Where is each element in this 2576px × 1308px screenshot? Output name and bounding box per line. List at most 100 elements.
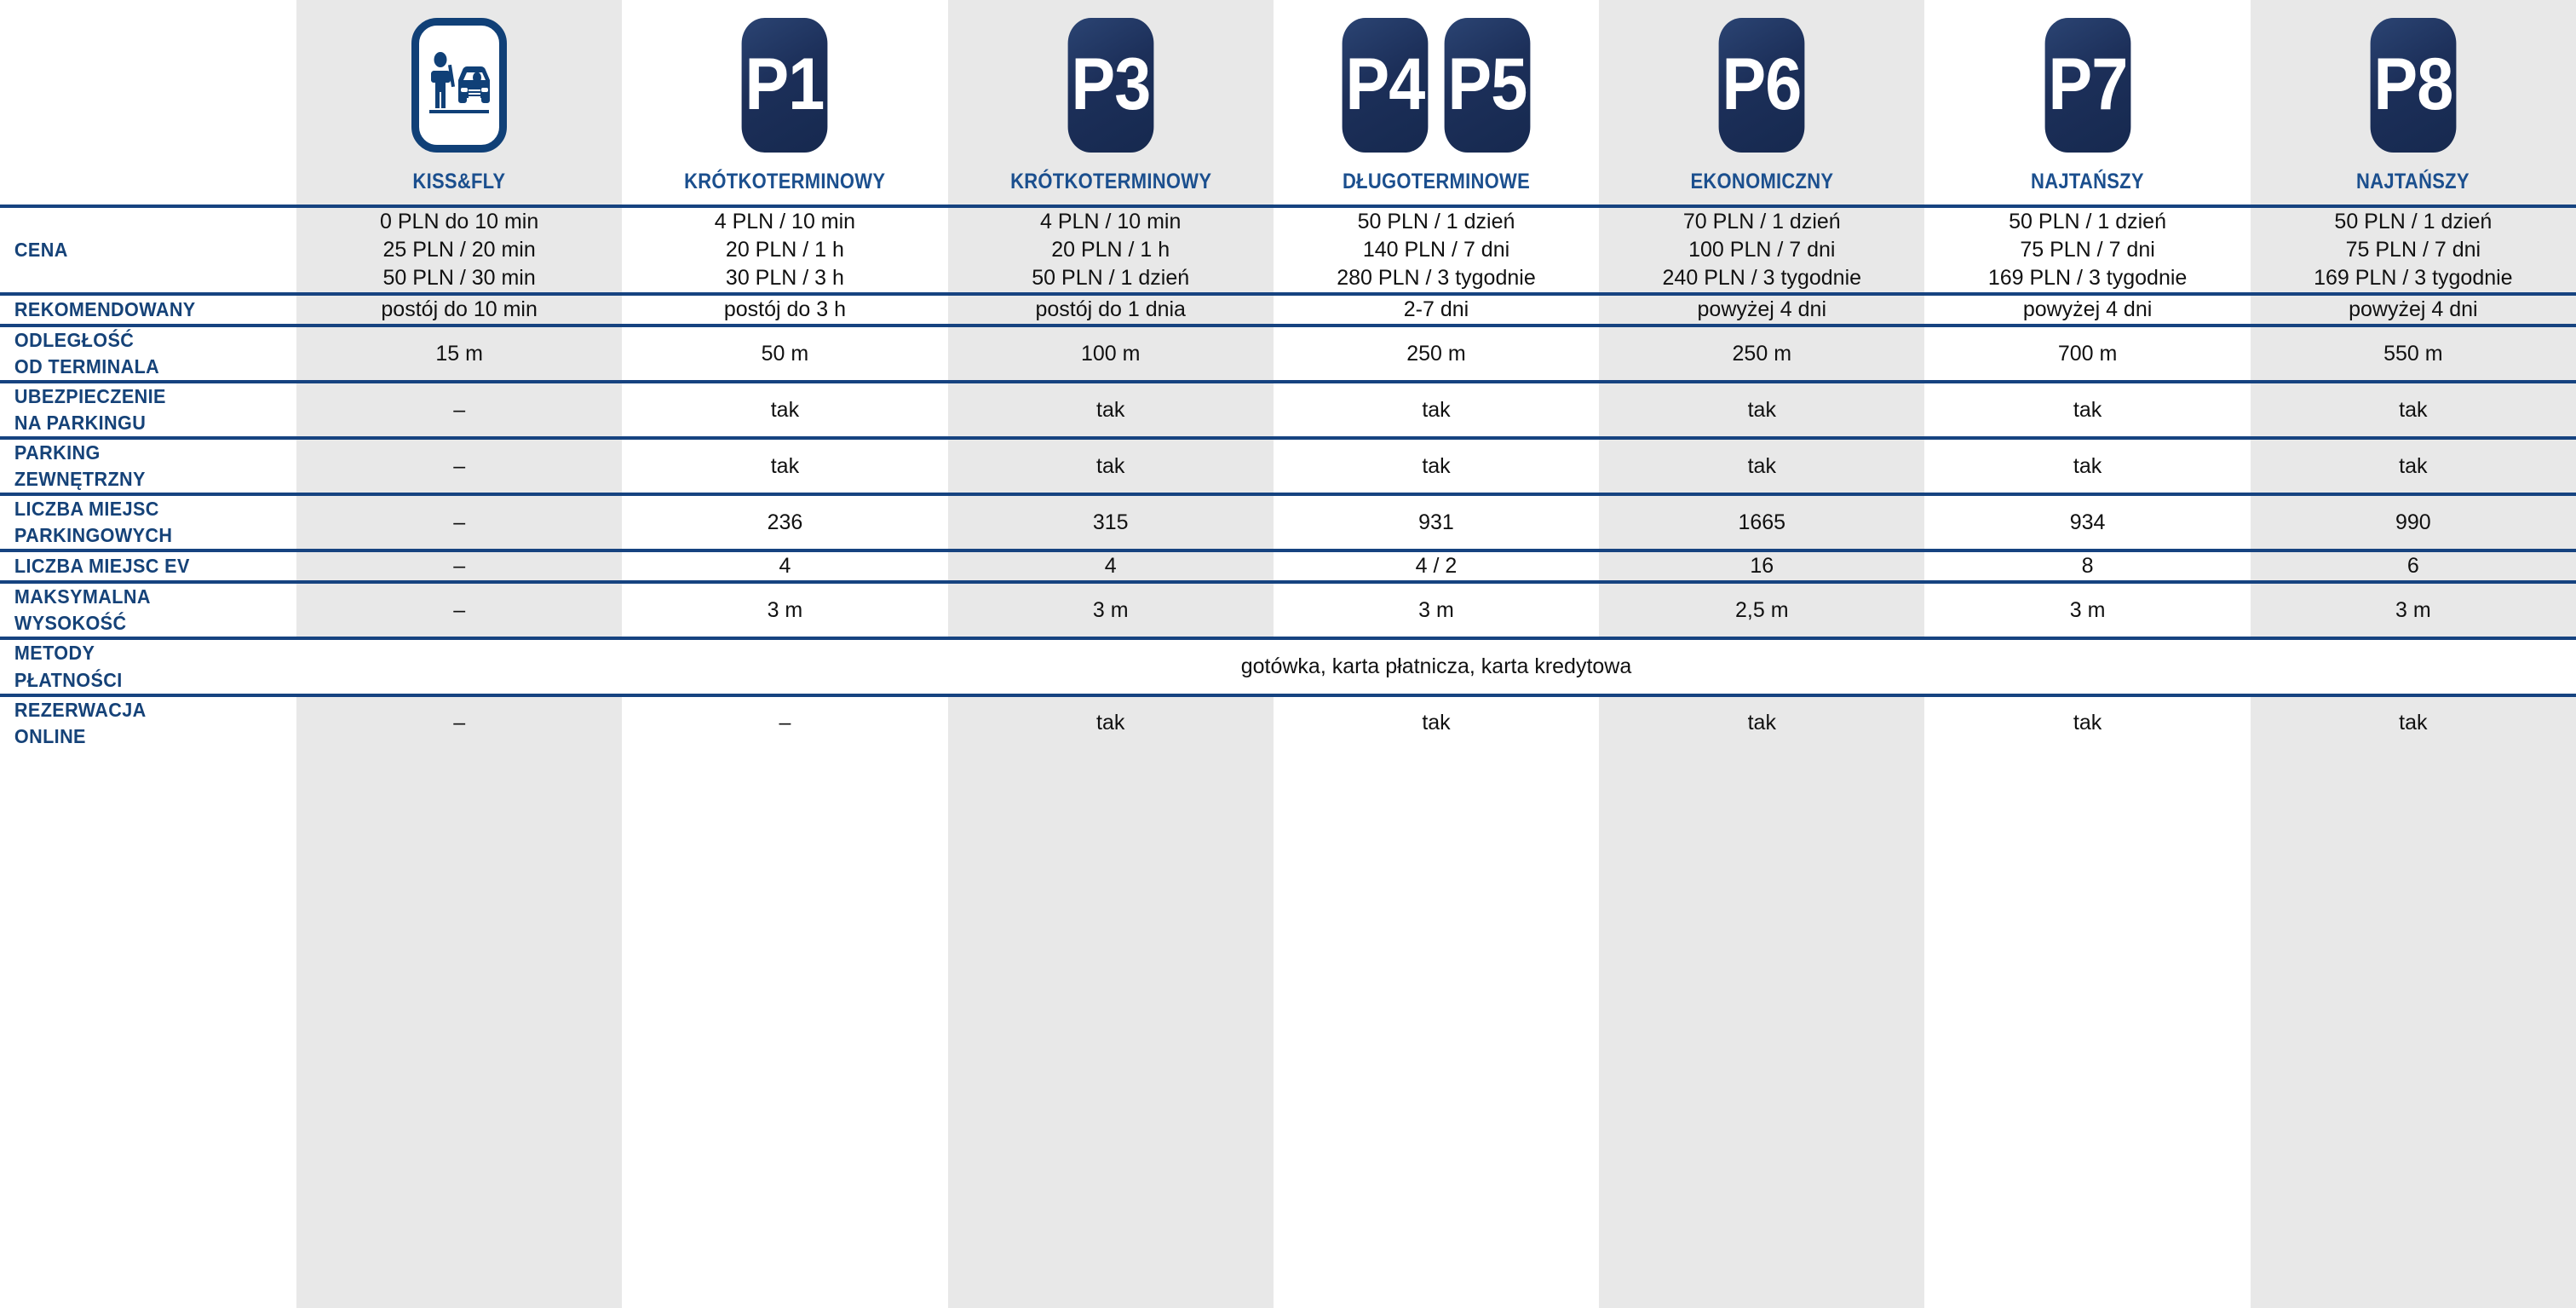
cell-rezerwacja-online-p3: tak — [1096, 711, 1125, 735]
column-label-p4p5: DŁUGOTERMINOWE — [1342, 170, 1530, 193]
cell-ubezpieczenie-p8: tak — [2399, 397, 2428, 422]
cell-rezerwacja-online-kissfly: – — [453, 711, 466, 735]
row-label-parking-zewnetrzny: PARKING ZEWNĘTRZNY — [14, 441, 146, 491]
cell-parking-zewnetrzny-p6: tak — [1747, 453, 1776, 478]
divider-header — [0, 205, 2576, 208]
kiss-and-fly-icon — [411, 18, 508, 153]
column-label-p8: NAJTAŃSZY — [2356, 170, 2470, 193]
column-header-p6: P6 EKONOMICZNY — [1599, 0, 1924, 205]
cell-rezerwacja-online-p8: tak — [2399, 711, 2428, 735]
cell-rezerwacja-online-p1: – — [779, 711, 791, 735]
row-label-liczba-miejsc: LICZBA MIEJSC PARKINGOWYCH — [14, 498, 173, 547]
badge-group-p6: P6 — [1714, 18, 1809, 153]
cell-rekomendowany-p6: powyżej 4 dni — [1697, 297, 1827, 321]
cell-ubezpieczenie-p6: tak — [1747, 397, 1776, 422]
divider-liczba-miejsc — [0, 549, 2576, 553]
badge-p7: P7 — [2044, 18, 2130, 153]
divider-odleglosc — [0, 380, 2576, 384]
cell-ubezpieczenie-p3: tak — [1096, 397, 1125, 422]
cell-maksymalna-wysokosc-p7: 3 m — [2069, 597, 2106, 622]
cell-maksymalna-wysokosc-p8: 3 m — [2395, 597, 2431, 622]
cell-liczba-miejsc-p4p5: 931 — [1418, 510, 1454, 534]
cell-rekomendowany-p4p5: 2-7 dni — [1403, 297, 1469, 321]
cell-liczba-miejsc-ev-p7: 8 — [2081, 554, 2094, 579]
badge-group-kissfly — [411, 18, 508, 153]
row-label-liczba-miejsc-ev: LICZBA MIEJSC EV — [14, 555, 190, 578]
cell-ubezpieczenie-p7: tak — [2073, 397, 2102, 422]
row-label-cena: CENA — [14, 238, 68, 261]
cell-cena-p8: 50 PLN / 1 dzień 75 PLN / 7 dni 169 PLN … — [2314, 210, 2513, 290]
header-corner-blank — [0, 0, 296, 205]
cell-parking-zewnetrzny-p3: tak — [1096, 453, 1125, 478]
cell-liczba-miejsc-p1: 236 — [767, 510, 803, 534]
cell-cena-p3: 4 PLN / 10 min 20 PLN / 1 h 50 PLN / 1 d… — [1032, 210, 1190, 290]
cell-odleglosc-kissfly: 15 m — [435, 341, 483, 366]
cell-liczba-miejsc-ev-p1: 4 — [779, 554, 791, 579]
cell-odleglosc-p3: 100 m — [1080, 341, 1141, 366]
cell-maksymalna-wysokosc-p1: 3 m — [767, 597, 803, 622]
badge-p3: P3 — [1067, 18, 1154, 153]
row-label-rekomendowany: REKOMENDOWANY — [14, 297, 196, 320]
cell-rezerwacja-online-p7: tak — [2073, 711, 2102, 735]
row-label-ubezpieczenie: UBEZPIECZENIE NA PARKINGU — [14, 385, 166, 435]
badge-p1: P1 — [742, 18, 828, 153]
cell-cena-p4p5: 50 PLN / 1 dzień 140 PLN / 7 dni 280 PLN… — [1337, 210, 1536, 290]
column-header-p4p5: P4 P5 DŁUGOTERMINOWE — [1274, 0, 1599, 205]
cell-rekomendowany-p3: postój do 1 dnia — [1035, 297, 1186, 321]
cell-liczba-miejsc-p8: 990 — [2395, 510, 2431, 534]
cell-odleglosc-p4p5: 250 m — [1406, 341, 1466, 366]
cell-maksymalna-wysokosc-p3: 3 m — [1092, 597, 1129, 622]
badge-group-p1: P1 — [737, 18, 832, 153]
badge-p8: P8 — [2370, 18, 2457, 153]
cell-parking-zewnetrzny-p8: tak — [2399, 453, 2428, 478]
cell-maksymalna-wysokosc-p4p5: 3 m — [1418, 597, 1454, 622]
badge-group-p7: P7 — [2040, 18, 2136, 153]
badge-group-p3: P3 — [1063, 18, 1159, 153]
cell-liczba-miejsc-kissfly: – — [453, 510, 466, 534]
cell-parking-zewnetrzny-p7: tak — [2073, 453, 2102, 478]
cell-parking-zewnetrzny-p4p5: tak — [1422, 453, 1451, 478]
column-label-p6: EKONOMICZNY — [1690, 170, 1834, 193]
cell-maksymalna-wysokosc-p6: 2,5 m — [1735, 597, 1789, 622]
column-label-kissfly: KISS&FLY — [412, 170, 506, 193]
cell-odleglosc-p6: 250 m — [1732, 341, 1792, 366]
cell-odleglosc-p7: 700 m — [2057, 341, 2118, 366]
cell-rekomendowany-p1: postój do 3 h — [723, 297, 846, 321]
cell-liczba-miejsc-p7: 934 — [2069, 510, 2106, 534]
cell-cena-p1: 4 PLN / 10 min 20 PLN / 1 h 30 PLN / 3 h — [714, 210, 856, 290]
divider-cena — [0, 292, 2576, 296]
badge-p5: P5 — [1444, 18, 1531, 153]
cell-rezerwacja-online-p6: tak — [1747, 711, 1776, 735]
column-header-p8: P8 NAJTAŃSZY — [2251, 0, 2576, 205]
cell-odleglosc-p8: 550 m — [2383, 341, 2443, 366]
badge-p6: P6 — [1718, 18, 1805, 153]
cell-rekomendowany-p8: powyżej 4 dni — [2349, 297, 2478, 321]
cell-ubezpieczenie-kissfly: – — [453, 397, 466, 422]
table-grid: KISS&FLY P1 KRÓTKOTERMINOWY P3 KRÓTKOTER… — [0, 0, 2576, 747]
divider-parking-zewnetrzny — [0, 493, 2576, 497]
cell-liczba-miejsc-ev-p6: 16 — [1750, 554, 1774, 579]
cell-odleglosc-p1: 50 m — [761, 341, 809, 366]
column-label-p1: KRÓTKOTERMINOWY — [684, 170, 886, 193]
cell-liczba-miejsc-ev-p4p5: 4 / 2 — [1415, 554, 1458, 579]
divider-metody-platnosci — [0, 693, 2576, 697]
cell-ubezpieczenie-p4p5: tak — [1422, 397, 1451, 422]
column-label-p7: NAJTAŃSZY — [2031, 170, 2144, 193]
divider-ubezpieczenie — [0, 436, 2576, 441]
cell-rekomendowany-p7: powyżej 4 dni — [2022, 297, 2153, 321]
badge-group-p4p5: P4 P5 — [1337, 18, 1535, 153]
cell-maksymalna-wysokosc-kissfly: – — [453, 597, 466, 622]
cell-rekomendowany-kissfly: postój do 10 min — [381, 297, 538, 321]
cell-liczba-miejsc-p6: 1665 — [1738, 510, 1786, 534]
cell-rezerwacja-online-p4p5: tak — [1422, 711, 1451, 735]
column-header-p7: P7 NAJTAŃSZY — [1924, 0, 2250, 205]
badge-group-p8: P8 — [2366, 18, 2461, 153]
cell-cena-p6: 70 PLN / 1 dzień 100 PLN / 7 dni 240 PLN… — [1662, 210, 1862, 290]
row-label-odleglosc: ODLEGŁOŚĆ OD TERMINALA — [14, 329, 160, 378]
row-label-rezerwacja-online: REZERWACJA ONLINE — [14, 698, 147, 747]
badge-p4: P4 — [1342, 18, 1429, 153]
cell-parking-zewnetrzny-kissfly: – — [453, 453, 466, 478]
cell-cena-kissfly: 0 PLN do 10 min 25 PLN / 20 min 50 PLN /… — [380, 210, 539, 290]
row-label-maksymalna-wysokosc: MAKSYMALNA WYSOKOŚĆ — [14, 585, 151, 635]
